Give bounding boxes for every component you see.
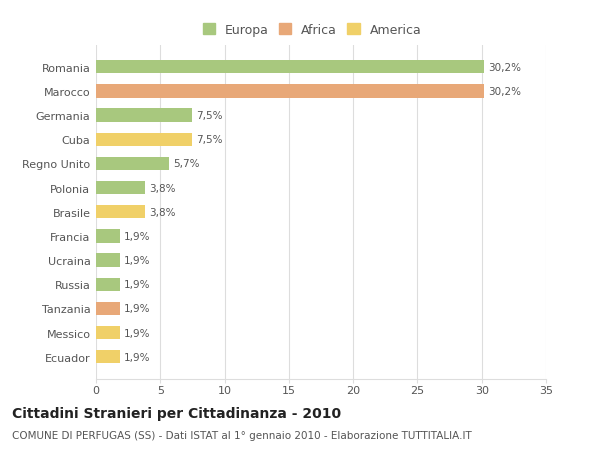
Bar — [96, 157, 169, 171]
Text: 30,2%: 30,2% — [488, 63, 521, 73]
Bar — [96, 61, 484, 74]
Text: 1,9%: 1,9% — [124, 231, 151, 241]
Text: 1,9%: 1,9% — [124, 256, 151, 265]
Text: 3,8%: 3,8% — [149, 183, 175, 193]
Bar — [96, 182, 145, 195]
Text: 7,5%: 7,5% — [196, 111, 223, 121]
Text: COMUNE DI PERFUGAS (SS) - Dati ISTAT al 1° gennaio 2010 - Elaborazione TUTTITALI: COMUNE DI PERFUGAS (SS) - Dati ISTAT al … — [12, 431, 472, 441]
Bar — [96, 278, 121, 291]
Text: 1,9%: 1,9% — [124, 352, 151, 362]
Bar — [96, 350, 121, 364]
Text: Cittadini Stranieri per Cittadinanza - 2010: Cittadini Stranieri per Cittadinanza - 2… — [12, 406, 341, 420]
Text: 7,5%: 7,5% — [196, 135, 223, 145]
Bar — [96, 326, 121, 340]
Text: 1,9%: 1,9% — [124, 280, 151, 290]
Text: 5,7%: 5,7% — [173, 159, 200, 169]
Text: 1,9%: 1,9% — [124, 304, 151, 313]
Bar — [96, 134, 193, 146]
Bar — [96, 302, 121, 315]
Bar — [96, 85, 484, 98]
Bar — [96, 206, 145, 219]
Bar — [96, 230, 121, 243]
Legend: Europa, Africa, America: Europa, Africa, America — [197, 19, 427, 42]
Text: 1,9%: 1,9% — [124, 328, 151, 338]
Text: 30,2%: 30,2% — [488, 87, 521, 97]
Bar — [96, 254, 121, 267]
Text: 3,8%: 3,8% — [149, 207, 175, 217]
Bar — [96, 109, 193, 123]
